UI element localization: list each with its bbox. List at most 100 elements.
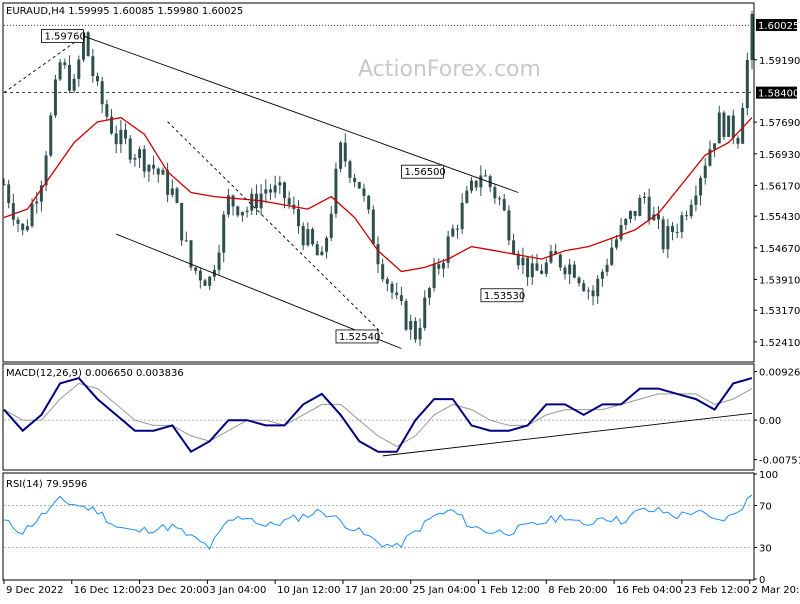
candle-body-30 (143, 149, 146, 171)
time-tick-1: 16 Dec 12:00 (74, 585, 141, 596)
candle-body-79 (372, 210, 375, 245)
rsi-tick-1: 70 (759, 502, 772, 513)
candle-body-124 (582, 283, 585, 291)
candle-body-132 (620, 225, 623, 239)
candle-body-53 (250, 194, 253, 211)
candle-body-38 (180, 203, 183, 240)
candle-body-92 (433, 264, 436, 288)
price-tick-7: 1.54670 (759, 244, 800, 255)
candle-body-5 (26, 226, 29, 230)
price-tick-10: 1.52410 (759, 338, 800, 349)
candle-body-50 (236, 206, 239, 215)
candle-body-31 (147, 165, 150, 172)
candle-body-137 (643, 197, 646, 198)
candle-body-96 (451, 229, 454, 237)
candle-body-94 (442, 263, 445, 269)
candle-body-86 (405, 301, 408, 330)
candle-body-68 (320, 252, 323, 255)
rsi-tick-2: 30 (759, 544, 772, 555)
candle-body-52 (246, 211, 249, 212)
candle-body-159 (746, 60, 749, 108)
time-tick-2: 23 Dec 20:00 (142, 585, 209, 596)
candle-body-155 (727, 116, 730, 137)
price-annotation-1: 1.56500 (404, 167, 445, 178)
candle-body-93 (437, 264, 440, 269)
price-tick-8: 1.53910 (759, 275, 800, 286)
price-annotation-0: 1.59760 (44, 32, 85, 43)
candle-body-13 (63, 62, 66, 65)
candle-body-18 (87, 32, 90, 56)
candle-body-77 (362, 188, 365, 195)
candle-body-122 (573, 264, 576, 277)
candle-body-114 (535, 263, 538, 270)
candle-body-80 (377, 244, 380, 264)
candle-body-115 (540, 271, 543, 274)
candle-body-153 (718, 113, 721, 144)
candle-body-98 (461, 203, 464, 229)
candle-body-11 (54, 79, 57, 115)
candle-body-127 (596, 279, 599, 296)
candle-body-3 (17, 220, 20, 224)
time-tick-7: 1 Feb 12:00 (481, 585, 540, 596)
candle-body-90 (423, 298, 426, 328)
candle-body-156 (732, 116, 735, 138)
candle-body-39 (185, 240, 188, 241)
candle-body-107 (503, 199, 506, 210)
candle-body-84 (395, 293, 398, 296)
candle-body-36 (171, 188, 174, 194)
candle-body-88 (414, 321, 417, 339)
candle-body-134 (629, 211, 632, 219)
candle-body-89 (419, 328, 422, 340)
candle-body-28 (133, 158, 136, 160)
candle-body-82 (386, 279, 389, 284)
candle-body-143 (671, 226, 674, 232)
candle-body-65 (306, 229, 309, 245)
candle-body-87 (409, 321, 412, 330)
candle-body-12 (59, 62, 62, 79)
candle-body-69 (325, 238, 328, 252)
candle-body-71 (334, 169, 337, 214)
macd-tick-0: 0.009263 (759, 367, 800, 378)
candle-body-125 (587, 290, 590, 291)
candle-body-133 (624, 219, 627, 225)
candle-body-150 (704, 166, 707, 178)
candle-body-2 (12, 203, 15, 220)
candle-body-4 (21, 224, 24, 230)
time-tick-4: 10 Jan 12:00 (277, 585, 340, 596)
time-tick-3: 3 Jan 04:00 (209, 585, 266, 596)
candle-body-146 (685, 215, 688, 216)
candle-body-44 (208, 277, 211, 286)
candle-body-141 (662, 219, 665, 249)
candle-body-75 (353, 178, 356, 182)
candle-body-34 (161, 170, 164, 174)
candle-body-42 (199, 271, 202, 281)
candle-body-152 (713, 143, 716, 149)
candle-body-135 (634, 211, 637, 216)
candle-body-138 (648, 197, 651, 220)
candle-body-33 (157, 169, 160, 175)
candle-body-129 (606, 265, 609, 272)
price-tick-2: 1.58400 (758, 89, 799, 100)
candle-body-136 (638, 198, 641, 216)
candle-body-81 (381, 264, 384, 279)
candle-body-119 (559, 255, 562, 268)
candle-body-10 (49, 115, 52, 155)
time-tick-8: 8 Feb 20:00 (548, 585, 607, 596)
price-tick-3: 1.57690 (759, 118, 800, 129)
candle-body-83 (391, 284, 394, 293)
candle-body-112 (526, 258, 529, 278)
macd-header: MACD(12,26,9) 0.006650 0.003836 (6, 368, 184, 379)
candle-body-148 (694, 196, 697, 205)
candle-body-144 (676, 232, 679, 233)
price-annotation-2: 1.53530 (484, 291, 525, 302)
candle-body-70 (330, 214, 333, 238)
time-tick-0: 9 Dec 2022 (6, 585, 64, 596)
candle-body-6 (31, 203, 34, 226)
candle-body-59 (278, 182, 281, 185)
price-tick-4: 1.56930 (759, 150, 800, 161)
candle-body-123 (578, 278, 581, 284)
candle-body-0 (3, 184, 6, 185)
watermark: ActionForex.com (358, 57, 541, 82)
